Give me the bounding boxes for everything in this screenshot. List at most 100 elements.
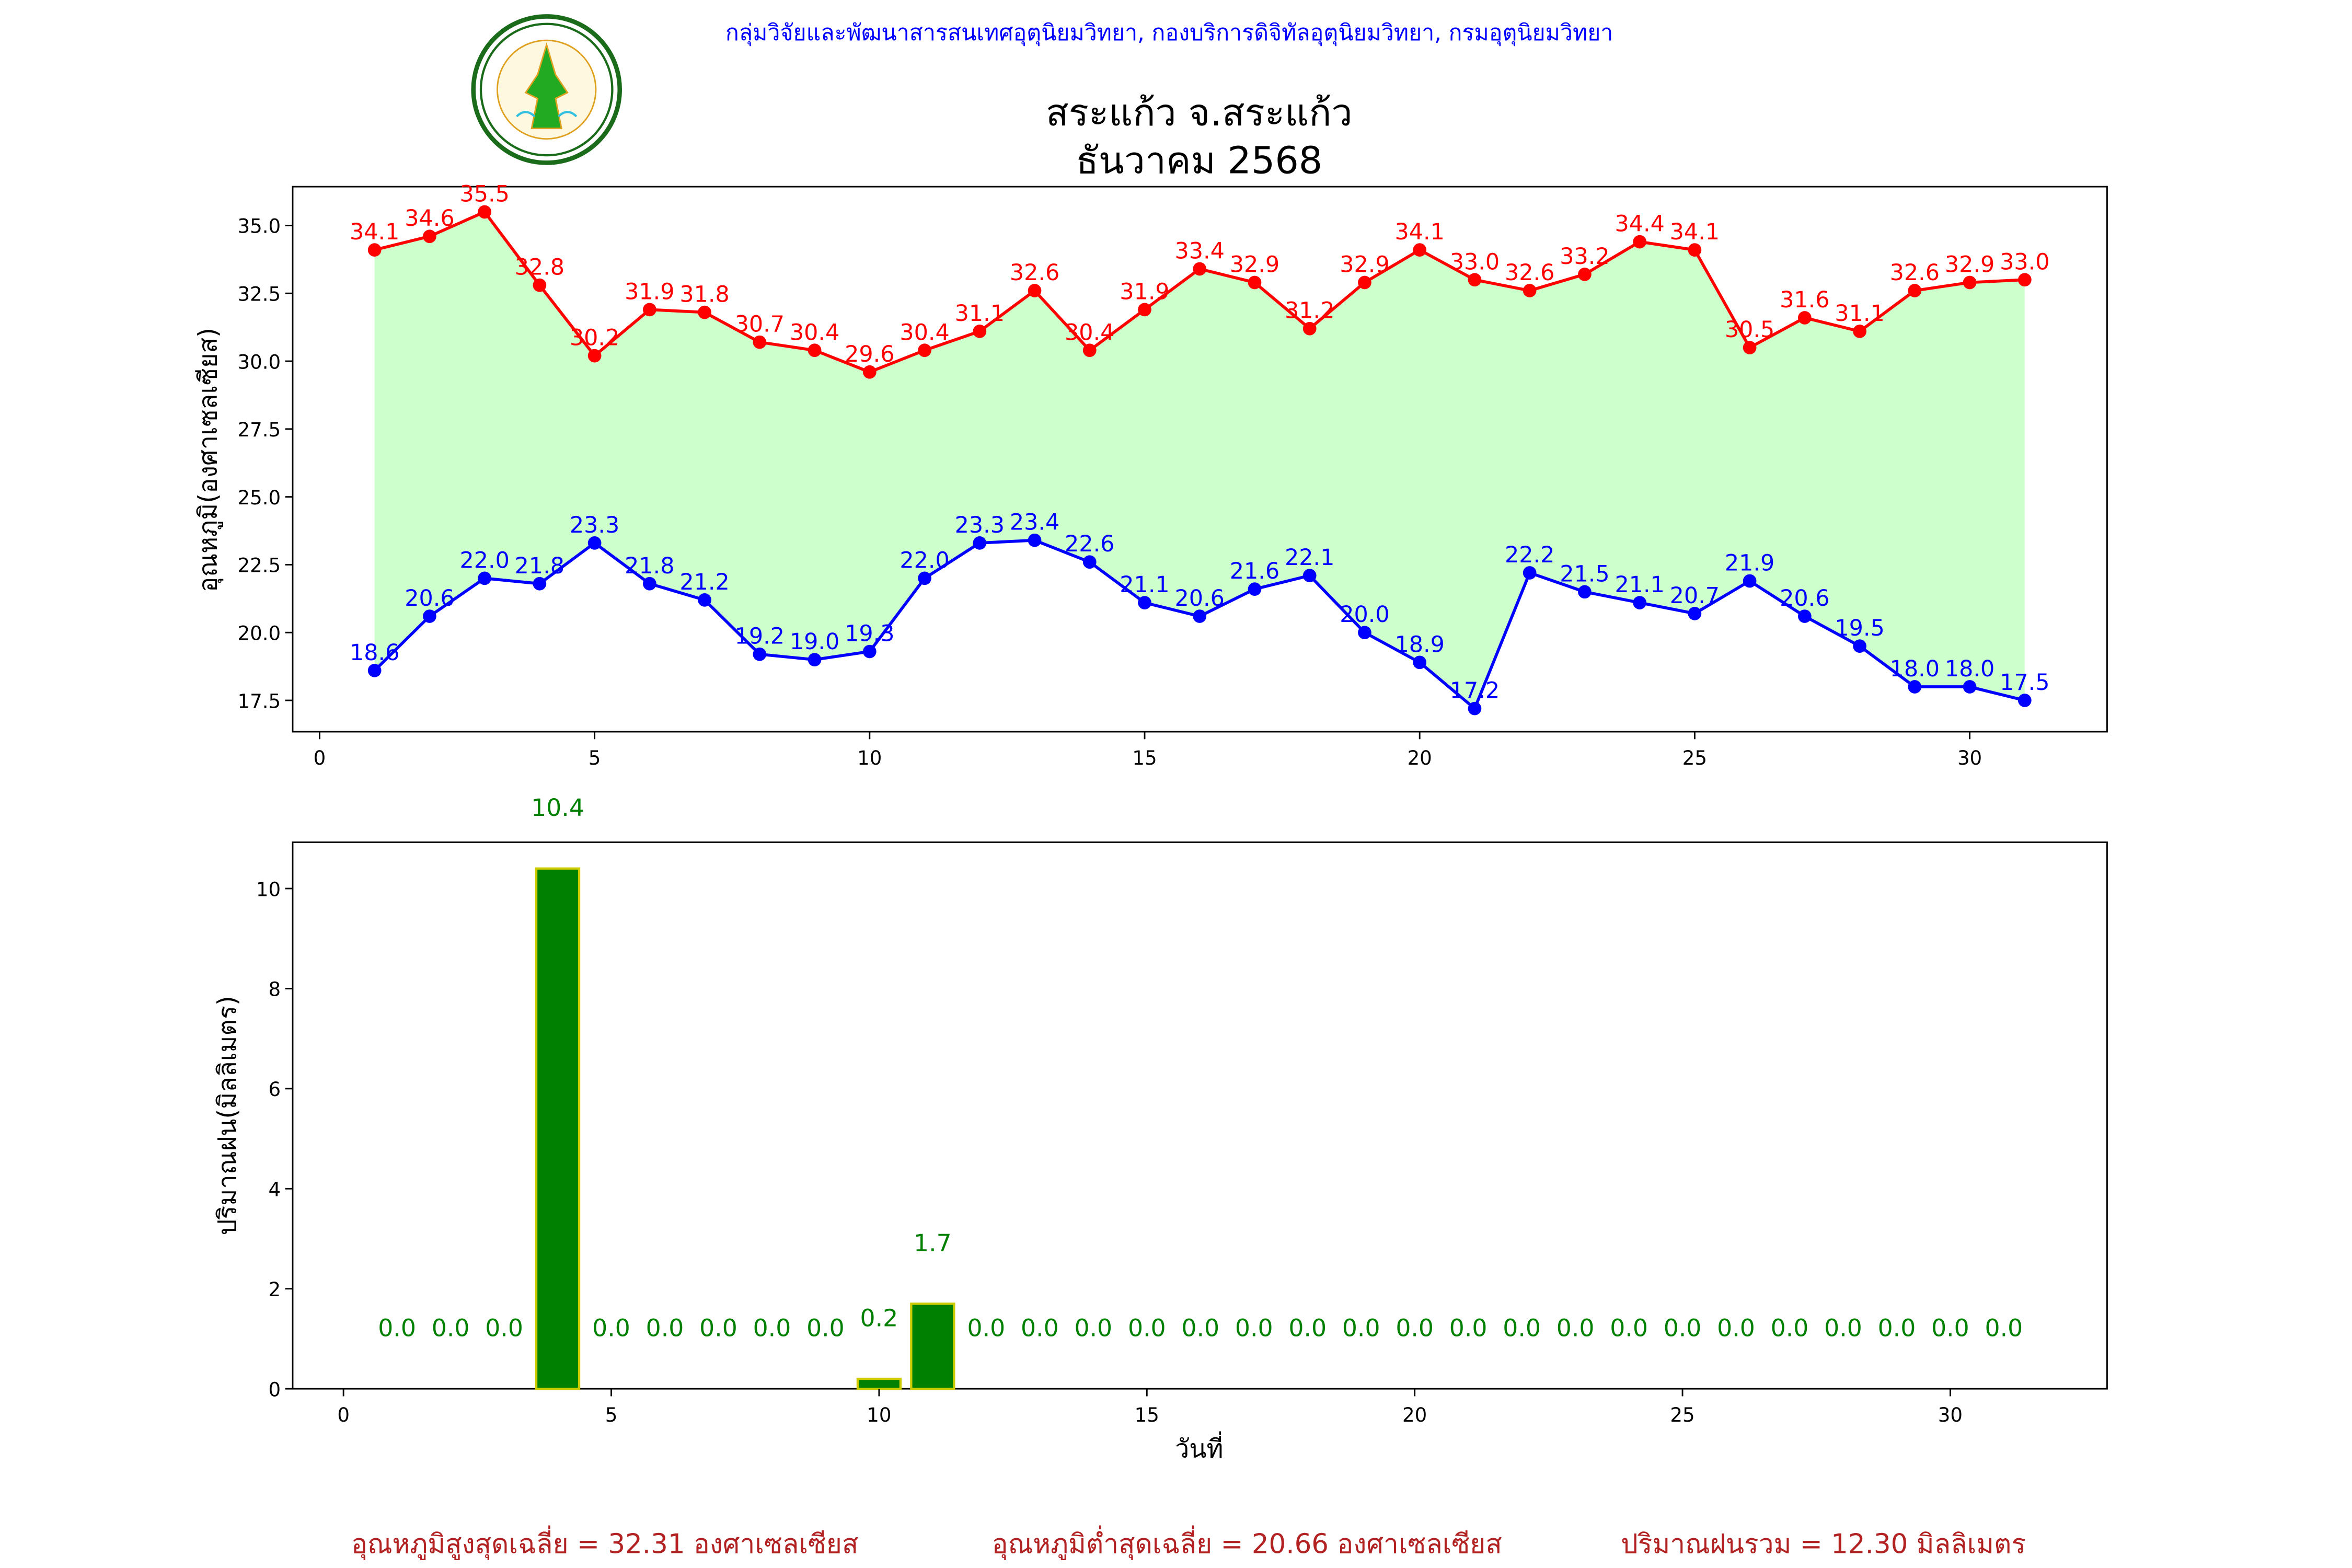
min-temp-label: 17.2 bbox=[1450, 678, 1500, 704]
max-temp-label: 32.9 bbox=[1945, 251, 1994, 278]
max-temp-point bbox=[973, 325, 987, 338]
max-temp-point bbox=[367, 243, 382, 257]
rain-label: 0.0 bbox=[1396, 1315, 1434, 1342]
x-tick-label: 5 bbox=[605, 1404, 618, 1426]
y-tick-label: 32.5 bbox=[237, 283, 281, 306]
rain-label: 0.2 bbox=[860, 1304, 898, 1332]
min-temp-label: 20.6 bbox=[1780, 585, 1829, 612]
min-temp-point bbox=[1688, 607, 1702, 620]
max-temp-label: 31.8 bbox=[679, 282, 729, 308]
max-temp-label: 30.4 bbox=[1065, 319, 1114, 345]
rain-label: 0.0 bbox=[1985, 1315, 2023, 1342]
x-tick-label: 30 bbox=[1957, 747, 1982, 769]
max-temp-label: 32.6 bbox=[1890, 260, 1940, 286]
max-temp-point bbox=[1688, 243, 1702, 257]
min-temp-point bbox=[1302, 569, 1317, 583]
temperature-range-fill bbox=[374, 212, 2025, 709]
rain-label: 10.4 bbox=[531, 794, 584, 822]
y-tick-label: 25.0 bbox=[237, 487, 281, 509]
min-temp-label: 21.5 bbox=[1560, 561, 1609, 587]
min-temp-point bbox=[1138, 596, 1151, 609]
max-temp-point bbox=[643, 303, 656, 317]
min-temp-label: 23.3 bbox=[955, 512, 1005, 538]
min-temp-label: 18.0 bbox=[1945, 656, 1994, 682]
rain-label: 0.0 bbox=[1824, 1315, 1862, 1342]
max-temp-point bbox=[1193, 262, 1207, 276]
min-temp-label: 20.7 bbox=[1670, 583, 1720, 609]
chart-title-line2: ธันวาคม 2568 bbox=[1076, 139, 1322, 182]
min-temp-label: 22.6 bbox=[1065, 531, 1114, 557]
max-temp-point bbox=[1743, 341, 1757, 354]
min-temp-point bbox=[1193, 609, 1207, 623]
max-temp-point bbox=[808, 343, 822, 358]
x-tick-label: 30 bbox=[1938, 1404, 1963, 1426]
y-tick-label: 4 bbox=[269, 1179, 281, 1201]
max-temp-label: 33.0 bbox=[2000, 249, 2049, 275]
rain-label: 0.0 bbox=[646, 1315, 684, 1342]
max-temp-label: 29.6 bbox=[845, 341, 894, 367]
rain-label: 0.0 bbox=[1771, 1315, 1809, 1342]
max-temp-point bbox=[1248, 275, 1262, 290]
min-temp-label: 19.5 bbox=[1835, 615, 1884, 641]
max-temp-point bbox=[478, 205, 491, 219]
max-temp-label: 34.1 bbox=[350, 219, 399, 245]
max-temp-point bbox=[1468, 273, 1482, 287]
min-temp-point bbox=[698, 593, 711, 607]
max-temp-label: 34.4 bbox=[1615, 211, 1664, 237]
min-temp-label: 18.9 bbox=[1394, 631, 1444, 658]
min-temp-label: 23.3 bbox=[570, 512, 619, 538]
min-temp-point bbox=[1082, 555, 1097, 569]
rain-label: 0.0 bbox=[1717, 1315, 1755, 1342]
footer-rain-total: ปริมาณฝนรวม = 12.30 มิลลิเมตร bbox=[1621, 1528, 2026, 1560]
min-temp-label: 22.0 bbox=[900, 547, 949, 573]
org-line: กลุ่มวิจัยและพัฒนาสารสนเทศอุตุนิยมวิทยา,… bbox=[725, 20, 1613, 47]
max-temp-point bbox=[1082, 343, 1097, 358]
rain-label: 0.0 bbox=[1664, 1315, 1702, 1342]
max-temp-label: 32.6 bbox=[1505, 260, 1554, 286]
min-temp-label: 19.2 bbox=[735, 624, 785, 650]
xlabel-day: วันที่ bbox=[1175, 1432, 1223, 1464]
rain-label: 0.0 bbox=[485, 1315, 523, 1342]
min-temp-point bbox=[808, 653, 822, 666]
max-temp-label: 31.1 bbox=[1835, 301, 1884, 327]
max-temp-point bbox=[533, 278, 547, 292]
max-temp-label: 31.2 bbox=[1285, 298, 1334, 324]
min-temp-label: 21.8 bbox=[625, 553, 674, 579]
rain-label: 0.0 bbox=[699, 1315, 737, 1342]
x-tick-label: 25 bbox=[1682, 747, 1707, 769]
max-temp-label: 33.0 bbox=[1450, 249, 1500, 275]
max-temp-label: 33.2 bbox=[1560, 244, 1609, 270]
max-temp-label: 34.1 bbox=[1670, 219, 1720, 245]
footer-avg-min: อุณหภูมิต่ำสุดเฉลี่ย = 20.66 องศาเซลเซีย… bbox=[992, 1525, 1502, 1560]
max-temp-label: 32.8 bbox=[515, 255, 564, 281]
max-temp-label: 34.1 bbox=[1394, 219, 1444, 245]
max-temp-label: 32.9 bbox=[1340, 251, 1389, 278]
rain-label: 0.0 bbox=[432, 1315, 470, 1342]
max-temp-label: 30.4 bbox=[900, 319, 949, 345]
rain-bar bbox=[910, 1302, 955, 1390]
rain-label: 0.0 bbox=[378, 1315, 416, 1342]
min-temp-point bbox=[1523, 566, 1537, 580]
rain-label: 0.0 bbox=[1021, 1315, 1059, 1342]
min-temp-point bbox=[1468, 701, 1482, 716]
logo bbox=[471, 14, 622, 165]
max-temp-label: 30.2 bbox=[570, 325, 619, 351]
y-tick-label: 17.5 bbox=[237, 690, 281, 712]
rain-bar bbox=[535, 867, 581, 1390]
max-temp-point bbox=[1523, 284, 1537, 297]
x-tick-label: 10 bbox=[867, 1404, 891, 1426]
rain-label: 0.0 bbox=[1449, 1315, 1488, 1342]
min-temp-point bbox=[1358, 626, 1371, 640]
y-tick-label: 27.5 bbox=[237, 419, 281, 441]
min-temp-point bbox=[1798, 609, 1812, 623]
max-temp-label: 34.6 bbox=[405, 205, 454, 232]
max-temp-point bbox=[1963, 275, 1977, 290]
min-temp-point bbox=[478, 571, 491, 585]
min-temp-label: 18.0 bbox=[1890, 656, 1940, 682]
rain-label: 0.0 bbox=[1931, 1315, 1969, 1342]
max-temp-label: 31.1 bbox=[955, 301, 1005, 327]
min-temp-label: 19.0 bbox=[790, 629, 839, 655]
x-tick-label: 20 bbox=[1408, 747, 1432, 769]
rain-label: 0.0 bbox=[1074, 1315, 1112, 1342]
max-temp-label: 32.6 bbox=[1010, 260, 1059, 286]
